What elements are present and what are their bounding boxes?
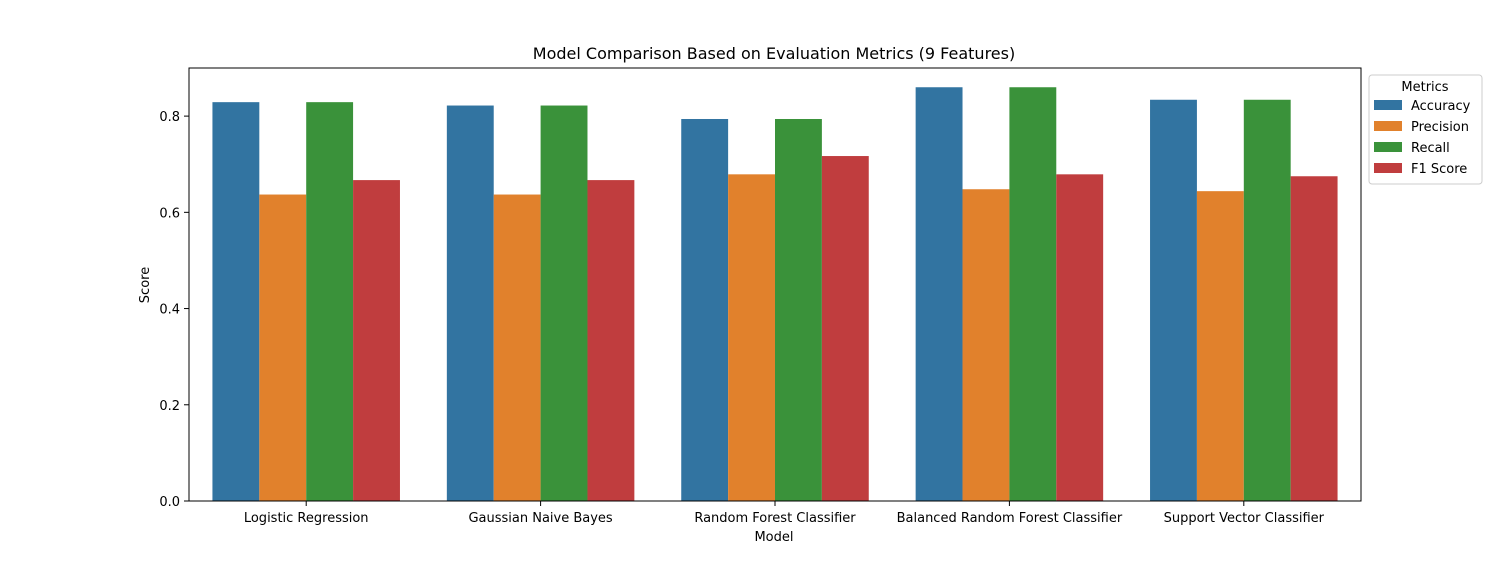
bars-group <box>212 87 1338 502</box>
legend-title: Metrics <box>1401 80 1448 95</box>
x-axis-label: Model <box>754 530 793 545</box>
bar-f1-score-0 <box>353 180 400 502</box>
bar-precision-1 <box>493 194 541 501</box>
bar-accuracy-4 <box>1150 99 1197 502</box>
x-axis: Logistic Regression Gaussian Naive Bayes R… <box>244 501 1325 526</box>
bar-accuracy-3 <box>915 87 963 501</box>
plot-frame <box>188 67 1362 502</box>
bar-f1-score-3 <box>1056 174 1104 501</box>
y-axis-label: Score <box>138 267 153 303</box>
bar-recall-2 <box>775 118 822 502</box>
legend-swatch <box>1374 163 1402 173</box>
legend-entry: Precision <box>1411 120 1469 135</box>
chart-title: Model Comparison Based on Evaluation Met… <box>533 44 1015 63</box>
bar-accuracy-2 <box>681 118 729 502</box>
y-tick-label: 0.0 <box>159 495 180 510</box>
x-tick-label: Balanced Random Forest Classifier <box>897 511 1123 526</box>
legend-swatch <box>1374 100 1402 110</box>
bar-recall-4 <box>1243 99 1291 502</box>
bar-f1-score-2 <box>821 156 869 501</box>
legend-entry: F1 Score <box>1411 162 1467 177</box>
x-tick-label: Support Vector Classifier <box>1164 511 1325 526</box>
y-tick-label: 0.8 <box>159 110 180 125</box>
x-tick-label: Random Forest Classifier <box>694 511 856 526</box>
bar-precision-2 <box>728 174 775 501</box>
legend-swatch <box>1374 142 1402 152</box>
y-axis: 0.0 0.2 0.4 0.6 0.8 <box>159 110 189 510</box>
bar-recall-1 <box>540 105 588 501</box>
y-tick-label: 0.6 <box>159 206 180 221</box>
legend-swatch <box>1374 121 1402 131</box>
bar-f1-score-4 <box>1290 176 1338 501</box>
bar-f1-score-1 <box>587 180 635 502</box>
bar-precision-0 <box>259 194 307 501</box>
x-tick-label: Gaussian Naive Bayes <box>468 511 612 526</box>
bar-precision-4 <box>1196 191 1244 502</box>
y-tick-label: 0.2 <box>159 399 180 414</box>
y-tick-label: 0.4 <box>159 303 180 318</box>
legend-entry: Accuracy <box>1411 99 1471 114</box>
legend: Metrics Accuracy Precision Recall F1 Score <box>1368 74 1483 185</box>
x-tick-label: Logistic Regression <box>244 511 369 526</box>
bar-precision-3 <box>962 189 1010 502</box>
bar-accuracy-0 <box>212 102 260 502</box>
bar-recall-3 <box>1009 87 1057 501</box>
legend-items: Accuracy Precision Recall F1 Score <box>1374 99 1471 177</box>
bar-recall-0 <box>306 102 354 502</box>
bar-accuracy-1 <box>446 105 494 501</box>
legend-entry: Recall <box>1411 141 1450 156</box>
